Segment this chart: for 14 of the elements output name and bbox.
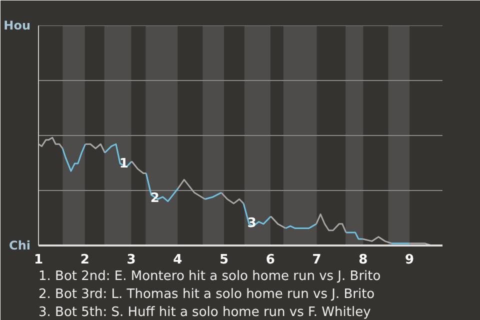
x-tick-label: 5: [220, 252, 229, 268]
text: 2. Bot 3rd: L. Thomas hit a solo home run vs J. Brito: [38, 287, 375, 302]
x-tick-label: 4: [173, 252, 182, 268]
x-tick-label: 9: [405, 252, 414, 268]
text: Hou: [4, 18, 31, 32]
x-tick-label: 3: [126, 252, 136, 268]
x-tick-label: 2: [80, 252, 90, 268]
text: 1. Bot 2nd: E. Montero hit a solo home run vs J. Brito: [38, 269, 381, 284]
text: 3. Bot 5th: S. Huff hit a solo home run vs F. Whitley: [38, 305, 372, 320]
x-tick-label: 8: [358, 252, 368, 268]
x-tick-label: 6: [266, 252, 275, 268]
x-tick-label: 1: [34, 252, 44, 268]
text: Chi: [9, 238, 31, 252]
x-tick-label: 7: [312, 252, 322, 268]
